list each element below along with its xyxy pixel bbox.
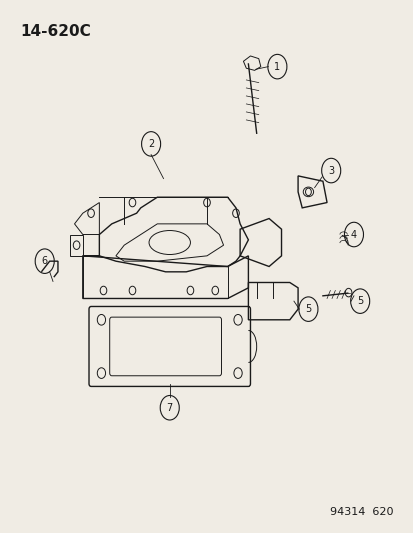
Text: 5: 5 bbox=[304, 304, 311, 314]
Text: 14-620C: 14-620C bbox=[21, 24, 91, 39]
Text: 5: 5 bbox=[356, 296, 363, 306]
Text: 6: 6 bbox=[42, 256, 47, 266]
Text: 7: 7 bbox=[166, 403, 173, 413]
Text: 4: 4 bbox=[350, 230, 356, 239]
Text: 1: 1 bbox=[274, 62, 280, 71]
Text: 3: 3 bbox=[328, 166, 333, 175]
Text: 2: 2 bbox=[147, 139, 154, 149]
Text: 94314  620: 94314 620 bbox=[329, 507, 392, 517]
